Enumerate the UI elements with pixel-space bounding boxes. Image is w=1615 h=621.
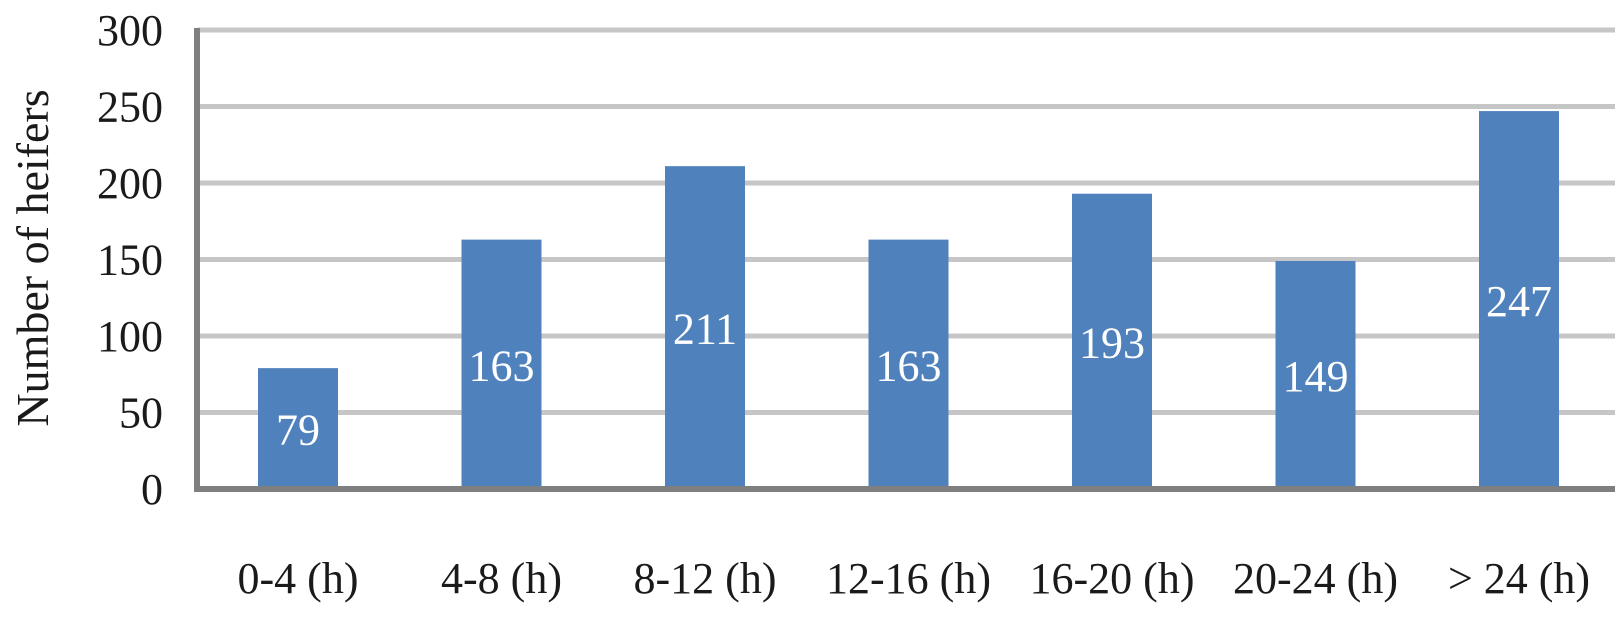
bar: [461, 239, 542, 486]
bar: [258, 368, 338, 486]
y-tick-label: 300: [97, 6, 163, 55]
y-axis-title: Number of heifers: [7, 89, 58, 426]
bar: [868, 239, 949, 486]
x-tick-label: 16-20 (h): [1030, 554, 1195, 603]
bar-data-labels: 79 163 211 163 193 149 247: [276, 277, 1552, 455]
bars: [258, 111, 1559, 487]
y-tick-label: 250: [97, 83, 163, 132]
bar-data-label: 79: [276, 406, 320, 455]
x-tick-label: 20-24 (h): [1233, 554, 1398, 603]
bar-data-label: 163: [469, 341, 535, 390]
bar-data-label: 163: [876, 341, 942, 390]
y-tick-label: 100: [97, 312, 163, 361]
bar-data-label: 211: [673, 305, 737, 354]
x-tick-label: 0-4 (h): [238, 554, 359, 603]
x-tick-labels: 0-4 (h) 4-8 (h) 8-12 (h) 12-16 (h) 16-20 (h)…: [238, 554, 1591, 603]
x-tick-label: 8-12 (h): [634, 554, 777, 603]
y-tick-labels: 0 50 100 150 200 250 300: [97, 6, 163, 514]
bar-data-label: 247: [1486, 277, 1552, 326]
y-tick-label: 150: [97, 236, 163, 285]
bar: [665, 166, 745, 487]
y-tick-label: 200: [97, 159, 163, 208]
x-tick-label: 4-8 (h): [441, 554, 562, 603]
bar-data-label: 193: [1079, 318, 1145, 367]
x-tick-label: 12-16 (h): [826, 554, 991, 603]
bar-data-label: 149: [1283, 352, 1349, 401]
x-tick-label: > 24 (h): [1448, 554, 1590, 603]
bar: [1479, 111, 1559, 486]
axes: [194, 28, 1615, 492]
y-tick-label: 0: [141, 465, 163, 514]
y-tick-label: 50: [119, 389, 163, 438]
bar: [1275, 261, 1356, 486]
bar: [1072, 193, 1152, 486]
